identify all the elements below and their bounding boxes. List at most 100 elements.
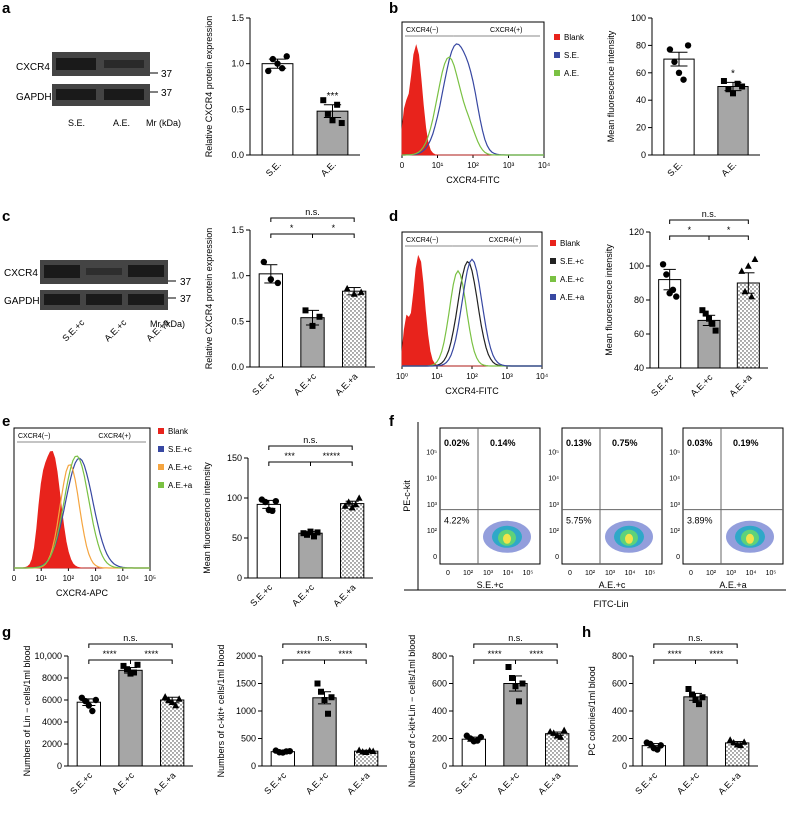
bar-chart-e: 0 50 100 150 Mean fluorescence intensity S.E.… — [202, 435, 373, 609]
significance-label: **** — [297, 649, 312, 659]
y-tick-label: 120 — [629, 227, 644, 237]
y-tick-label: 2000 — [42, 739, 62, 749]
x-tick-label: S.E.+c — [68, 770, 94, 796]
y-tick-label: 1.5 — [231, 225, 244, 235]
y-tick-label: 400 — [432, 706, 447, 716]
data-point — [657, 742, 665, 749]
data-point — [341, 502, 349, 509]
data-point — [352, 500, 360, 508]
legend-label: Blank — [560, 239, 581, 248]
y-tick-label: 6000 — [42, 695, 62, 705]
significance-bracket — [653, 659, 696, 664]
x-tick-label: A.E.+c — [675, 770, 701, 796]
panel-letter-c: c — [2, 208, 11, 225]
y-tick-label: 800 — [612, 651, 627, 661]
data-point — [663, 271, 670, 278]
data-point — [751, 255, 759, 262]
bar-c-0 — [258, 273, 283, 368]
x-tick-label: 10³ — [605, 570, 616, 577]
data-point — [85, 702, 93, 709]
band — [56, 89, 96, 100]
significance-label: *** — [327, 91, 339, 102]
x-tick-label: 10⁵ — [523, 570, 534, 577]
quadrant-ll-label: 3.89% — [687, 516, 713, 526]
bar-chart-c: 0.0 0.5 1.0 1.5 Relative CXCR4 protein expre… — [204, 207, 375, 398]
band — [44, 265, 80, 278]
legend-label: S.E.+c — [168, 445, 192, 454]
x-tick-label: 10¹ — [432, 161, 444, 170]
bar-chart-g2: 0 500 1000 1500 2000 Numbers of c-kit+ cells/… — [216, 633, 387, 797]
band — [128, 265, 164, 277]
data-point — [712, 327, 719, 334]
x-tick-label: S.E.+c — [633, 770, 659, 796]
bar-c-2 — [342, 290, 367, 368]
y-tick-label: 10⁵ — [426, 450, 437, 457]
bar-g1-1 — [118, 669, 143, 767]
legend-label: A.E.+c — [560, 275, 584, 284]
data-point — [477, 733, 485, 741]
data-point — [550, 729, 558, 736]
y-tick-label: 2000 — [236, 651, 256, 661]
lane-label: S.E.+c — [60, 317, 86, 343]
data-point — [328, 694, 335, 701]
mr-label: Mr (kDa) — [150, 319, 185, 329]
x-tick-label: 10⁴ — [625, 570, 636, 577]
x-tick-label: A.E. — [319, 159, 338, 178]
x-tick-label: S.E. — [264, 159, 283, 178]
data-point — [512, 683, 519, 690]
significance-label: **** — [709, 649, 724, 659]
panel-letter-h: h — [582, 624, 592, 641]
significance-bracket — [312, 233, 355, 238]
data-point — [734, 80, 741, 87]
x-tick-label: 10⁴ — [536, 372, 549, 381]
y-tick-label: 60 — [634, 329, 644, 339]
data-point — [316, 313, 323, 320]
x-tick-label: A.E.+c — [304, 770, 330, 796]
data-point — [659, 261, 667, 268]
y-tick-label: 50 — [232, 533, 242, 543]
x-axis-label: CXCR4-FITC — [445, 386, 499, 396]
y-tick-label: 100 — [631, 13, 646, 23]
histogram-curve — [402, 56, 544, 156]
y-tick-label: 400 — [612, 706, 627, 716]
y-tick-label: 10² — [549, 528, 560, 535]
quadrant-ur-label: 0.75% — [612, 438, 638, 448]
significance-label: **** — [529, 649, 544, 659]
significance-bracket — [130, 659, 173, 664]
gate-label: CXCR4(−) — [406, 27, 438, 34]
significance-label: ***** — [323, 451, 341, 461]
x-axis-label: CXCR4-APC — [56, 588, 109, 598]
y-tick-label: 0 — [676, 554, 680, 561]
y-tick-label: 1500 — [236, 679, 256, 689]
data-point — [557, 733, 565, 740]
data-point — [726, 736, 734, 743]
x-tick-label: 0 — [12, 574, 17, 583]
y-axis-label: Numbers of c-kit+ cells/1ml blood — [216, 645, 226, 778]
data-point — [669, 286, 677, 293]
mw-label: 37 — [161, 88, 173, 99]
significance-label: **** — [338, 649, 353, 659]
x-tick-label: A.E.+a — [333, 371, 359, 397]
data-point — [274, 60, 281, 67]
y-tick-label: 60 — [636, 68, 646, 78]
mw-label: 37 — [180, 277, 192, 288]
y-tick-label: 1.0 — [231, 59, 244, 69]
significance-label: n.s. — [508, 633, 523, 643]
bar-g3-1 — [503, 683, 528, 767]
x-tick-label: A.E.+a — [151, 770, 177, 796]
x-tick-label: 10⁴ — [538, 161, 551, 170]
significance-bracket — [324, 659, 367, 664]
bar-d-2 — [736, 282, 760, 369]
x-tick-label: A.E.+a — [345, 770, 371, 796]
y-axis-label: Relative CXCR4 protein expression — [204, 16, 214, 158]
mw-label: 37 — [161, 69, 173, 80]
data-point — [709, 320, 716, 327]
x-tick-label: A.E.+a — [727, 372, 753, 398]
significance-bracket — [515, 659, 558, 664]
blot-row-label: CXCR4 — [16, 62, 50, 73]
histogram-curve — [14, 455, 150, 569]
significance-label: **** — [103, 649, 118, 659]
legend-swatch — [550, 258, 556, 264]
